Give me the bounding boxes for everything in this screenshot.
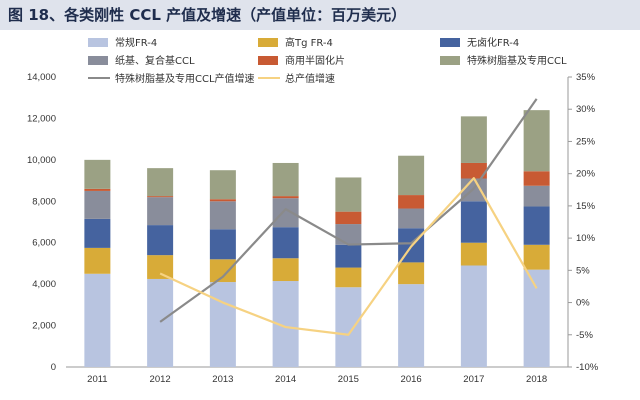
y-right-tick-label: 15% [576,201,596,212]
y-right-tick-label: 20% [576,169,596,180]
bar-segment [209,259,236,283]
bar-segment [335,211,362,225]
legend-label: 纸基、复合基CCL [115,54,195,67]
y-left-tick-label: 8,000 [32,196,56,207]
y-left-tick-label: 6,000 [32,238,56,249]
bar-segment [460,201,487,243]
bar-segment [523,185,550,207]
bar-segment [335,177,362,212]
bar-segment [335,287,362,367]
y-right-tick-label: 10% [576,233,596,244]
y-right-tick-label: 30% [576,104,596,115]
bar-segment [398,208,425,229]
x-tick-label: 2016 [401,374,422,385]
legend-swatch [258,56,278,65]
bar-segment [460,116,487,163]
bar-segment [460,162,487,179]
bar-segment [209,201,236,230]
bar-segment [84,273,111,367]
legend-label: 无卤化FR-4 [467,36,519,49]
legend-label: 特殊树脂基及专用CCL产值增速 [115,72,255,85]
chart-title: 图 18、各类刚性 CCL 产值及增速（产值单位：百万美元） [0,0,640,30]
bar-segment [147,278,174,367]
bar-segment [523,206,550,245]
x-tick-label: 2018 [526,374,547,385]
y-left-tick-label: 0 [51,362,56,373]
bar-segment [523,269,550,367]
bar-segment [523,171,550,186]
bar-segment [523,110,550,172]
bar-segment [398,262,425,285]
x-tick-label: 2013 [212,374,233,385]
bar-segment [84,247,111,274]
bar-segment [209,282,236,367]
bar-segment [147,168,174,197]
bar-segment [460,242,487,266]
bar-segment [272,227,299,259]
x-tick-label: 2017 [463,374,484,385]
y-right-tick-label: 25% [576,136,596,147]
bar-segment [523,244,550,270]
y-left-tick-label: 4,000 [32,279,56,290]
x-tick-label: 2011 [87,374,107,385]
bar-segment [209,170,236,200]
bar-segment [209,199,236,202]
y-right-tick-label: 5% [576,265,590,276]
y-right-tick-label: 0% [576,298,590,309]
bar-segment [335,244,362,268]
bar-segment [147,197,174,226]
bar-segment [398,284,425,367]
y-right-tick-label: -5% [576,330,593,341]
legend-swatch [440,56,460,65]
bar-segment [398,195,425,209]
bar-segment [147,225,174,256]
bar-segment [84,159,111,189]
bar-segment [84,188,111,191]
y-left-tick-label: 12,000 [27,113,56,124]
bar-segment [147,196,174,198]
x-tick-label: 2012 [150,374,171,385]
x-tick-label: 2014 [275,374,296,385]
legend-swatch [88,56,108,65]
bar-segment [335,267,362,288]
bar-segment [84,190,111,219]
bar-segment [209,229,236,260]
bar-segment [272,198,299,228]
y-left-tick-label: 10,000 [27,155,56,166]
bar-segment [272,162,299,197]
y-right-tick-label: 35% [576,72,596,83]
y-left-tick-label: 14,000 [27,72,56,83]
bar-segment [147,255,174,279]
legend-label: 总产值增速 [285,72,335,85]
bar-segment [460,265,487,367]
legend-label: 常规FR-4 [115,36,157,49]
bar-segment [335,224,362,245]
bar-segment [398,155,425,196]
bar-segment [84,218,111,248]
y-left-tick-label: 2,000 [32,321,56,332]
legend-swatch [88,38,108,47]
bar-segment [272,258,299,282]
legend-swatch [440,38,460,47]
bar-segment [272,196,299,199]
y-right-tick-label: -10% [576,362,599,373]
legend-swatch [258,38,278,47]
legend-label: 商用半固化片 [285,54,345,67]
legend-label: 特殊树脂基及专用CCL [467,54,567,67]
legend-label: 高Tg FR-4 [285,36,333,49]
x-tick-label: 2015 [338,374,359,385]
chart-area: 0 2,000 4,000 6,000 8,000 10,000 12,000 14,000 -… [27,36,599,385]
